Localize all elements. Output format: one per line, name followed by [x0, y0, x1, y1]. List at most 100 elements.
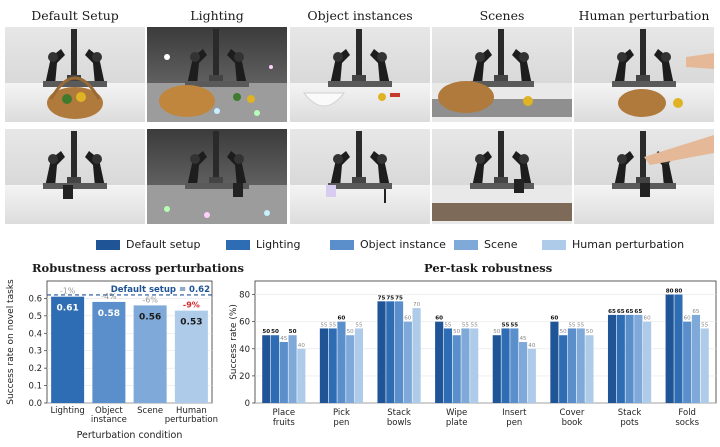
- bar-3-5: [412, 308, 421, 403]
- bar-value-label: 75: [395, 295, 403, 301]
- bar-value-label: 50: [289, 329, 297, 335]
- bar-value-label: 50: [271, 329, 279, 335]
- bar-5-4: [518, 342, 528, 403]
- bar-value-label: 65: [608, 309, 616, 315]
- bar-value-label: 60: [644, 316, 652, 322]
- bar-value-label: 55: [577, 322, 585, 328]
- column-title-object-instances: Object instances: [307, 8, 413, 23]
- x-tick-label: Wipe: [446, 408, 467, 418]
- bar-6-2: [559, 335, 568, 403]
- x-tick-label: Fold: [678, 408, 696, 418]
- y-tick-label: 0.3: [28, 347, 42, 357]
- legend-label: Default setup: [126, 238, 201, 251]
- photo-human-perturbation-pen: [574, 129, 714, 224]
- column-title-default-setup: Default Setup: [31, 8, 119, 23]
- baseline-label: Default setup = 0.62: [111, 285, 210, 295]
- bar-1-4: [288, 335, 297, 403]
- bar-value-label: 80: [666, 289, 674, 295]
- x-tick-label: plate: [446, 418, 468, 428]
- bar-value-label: 55: [701, 322, 709, 328]
- legend-swatch-default-setup: [96, 240, 120, 250]
- robustness-chart: 0.0 0.1 0.2 0.3 0.4 0.5 0.6 0.61 -1% Lighting 0.58…: [6, 279, 218, 441]
- column-title-lighting: Lighting: [190, 8, 244, 23]
- y-tick-label: 0.2: [28, 364, 42, 374]
- bar-3-1: [377, 301, 386, 403]
- y-tick-label: 0: [245, 399, 250, 409]
- legend-swatch-scene: [454, 240, 478, 250]
- bar-drop-label: -4%: [101, 292, 117, 301]
- bar-value-label: 0.53: [180, 318, 202, 328]
- chart-title-per-task: Per-task robustness: [424, 261, 553, 275]
- bar-4-2: [443, 328, 453, 403]
- y-tick-label: 40: [239, 345, 250, 355]
- bar-value-label: 65: [617, 309, 625, 315]
- x-tick-label: pen: [506, 418, 522, 428]
- bar-2-2: [328, 328, 337, 403]
- x-tick-label: socks: [675, 418, 699, 428]
- bar-value-label: 60: [551, 316, 559, 322]
- x-tick-label: pots: [620, 418, 639, 428]
- x-tick-label: Lighting: [50, 406, 84, 416]
- bar-5-2: [501, 328, 510, 403]
- column-title-scenes: Scenes: [479, 8, 525, 23]
- bar-value-label: 60: [404, 316, 412, 322]
- y-tick-label: 60: [239, 318, 250, 328]
- bar-8-3: [683, 321, 692, 403]
- bar-8-4: [691, 314, 701, 403]
- bar-1-1: [262, 335, 271, 403]
- photo-lighting-pen: [147, 129, 287, 224]
- bar-value-label: 55: [320, 322, 328, 328]
- chart-legend: Default setup Lighting Object instance S…: [96, 238, 716, 252]
- photo-human-perturbation-basket: [574, 27, 714, 122]
- bar-value-label: 55: [471, 322, 479, 328]
- legend-swatch-human-perturbation: [542, 240, 566, 250]
- bar-drop-label: -9%: [183, 301, 200, 310]
- bar-value-label: 65: [634, 309, 642, 315]
- bar-drop-label: -1%: [60, 287, 76, 296]
- photo-default-setup-pen: [5, 129, 145, 224]
- bar-value-label: 0.58: [98, 309, 120, 319]
- y-tick-label: 0.0: [28, 399, 42, 409]
- bar-value-label: 60: [338, 316, 346, 322]
- bar-1-2: [270, 335, 280, 403]
- y-tick-label: 0.1: [28, 382, 42, 392]
- x-tick-label: pen: [333, 418, 349, 428]
- x-tick-label: fruits: [273, 418, 296, 428]
- bar-value-label: 60: [684, 316, 692, 322]
- bar-4: [174, 310, 208, 403]
- bar-4-3: [452, 335, 461, 403]
- bar-3: [133, 305, 167, 403]
- bar-value-label: 50: [493, 329, 501, 335]
- bar-6-1: [550, 321, 559, 403]
- bar-4-5: [470, 328, 479, 403]
- bar-value-label: 0.61: [57, 304, 79, 314]
- x-tick-label: Human: [176, 406, 207, 416]
- y-tick-label: 20: [239, 372, 250, 382]
- bar-value-label: 50: [453, 329, 461, 335]
- bar-2-5: [354, 328, 364, 403]
- bar-1-3: [279, 342, 288, 403]
- bar-value-label: 55: [355, 322, 363, 328]
- legend-label: Human perturbation: [572, 238, 685, 251]
- legend-label: Object instance: [360, 238, 446, 251]
- x-tick-label: Place: [273, 408, 296, 418]
- bar-value-label: 50: [262, 329, 270, 335]
- bar-drop-label: -6%: [142, 295, 158, 304]
- x-tick-label: Scene: [137, 406, 163, 416]
- x-tick-label: instance: [91, 415, 127, 425]
- photo-lighting-basket: [147, 27, 287, 122]
- bar-6-5: [585, 335, 594, 403]
- bar-1-5: [297, 348, 306, 403]
- bar-8-1: [665, 294, 674, 403]
- bar-value-label: 50: [347, 329, 355, 335]
- x-tick-label: perturbation: [165, 415, 218, 425]
- x-tick-label: Cover: [559, 408, 584, 418]
- bar-value-label: 40: [298, 343, 306, 349]
- x-tick-label: Stack: [618, 408, 642, 418]
- chart-title-robustness: Robustness across perturbations: [32, 261, 245, 275]
- bar-value-label: 65: [626, 309, 634, 315]
- bar-value-label: 55: [462, 322, 470, 328]
- legend-swatch-object-instance: [330, 240, 354, 250]
- x-tick-label: bowls: [387, 418, 412, 428]
